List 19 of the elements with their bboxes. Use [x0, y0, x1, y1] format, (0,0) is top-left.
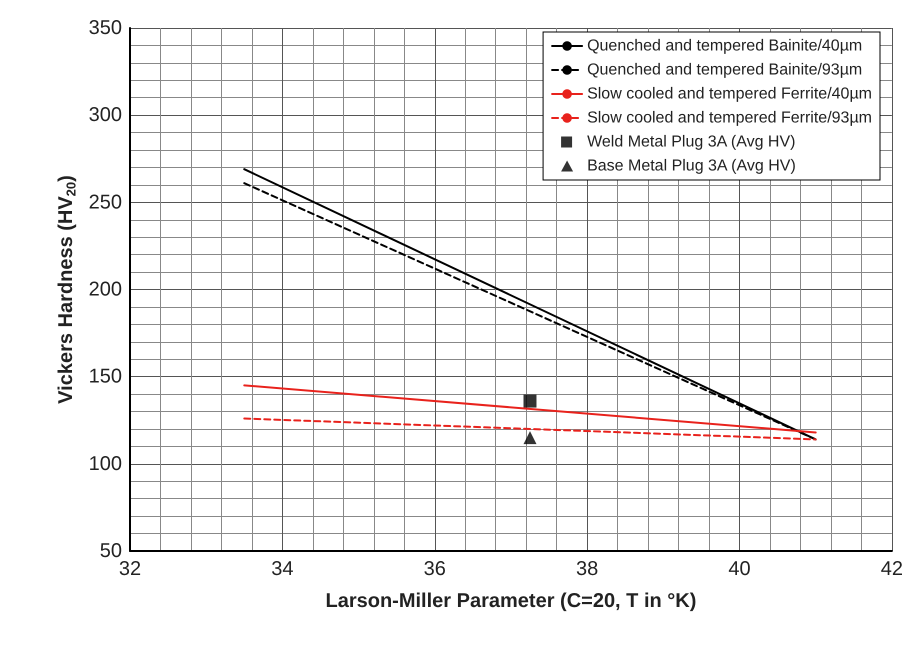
legend-label: Slow cooled and tempered Ferrite/40µm: [587, 86, 872, 102]
y-tick-label: 150: [88, 366, 122, 388]
legend-label: Weld Metal Plug 3A (Avg HV): [587, 134, 796, 150]
y-tick-label: 250: [88, 191, 122, 214]
y-tick-label: 350: [88, 17, 122, 39]
x-tick-label: 42: [880, 558, 903, 580]
y-tick-label: 100: [88, 452, 122, 475]
legend-label: Slow cooled and tempered Ferrite/93µm: [587, 110, 872, 126]
legend-label: Quenched and tempered Bainite/40µm: [587, 38, 862, 54]
legend-label: Quenched and tempered Bainite/93µm: [587, 62, 862, 78]
x-tick-label: 38: [576, 558, 598, 580]
x-tick-label: 36: [424, 558, 446, 580]
x-tick-label: 40: [728, 558, 751, 580]
legend-label: Base Metal Plug 3A (Avg HV): [587, 158, 796, 174]
x-axis-title: Larson-Miller Parameter (C=20, T in °K): [325, 590, 696, 612]
y-tick-label: 200: [88, 278, 122, 300]
y-axis-title: Vickers Hardness (HV20): [55, 175, 79, 404]
x-tick-label: 34: [271, 558, 294, 580]
y-tick-label: 300: [88, 104, 122, 126]
